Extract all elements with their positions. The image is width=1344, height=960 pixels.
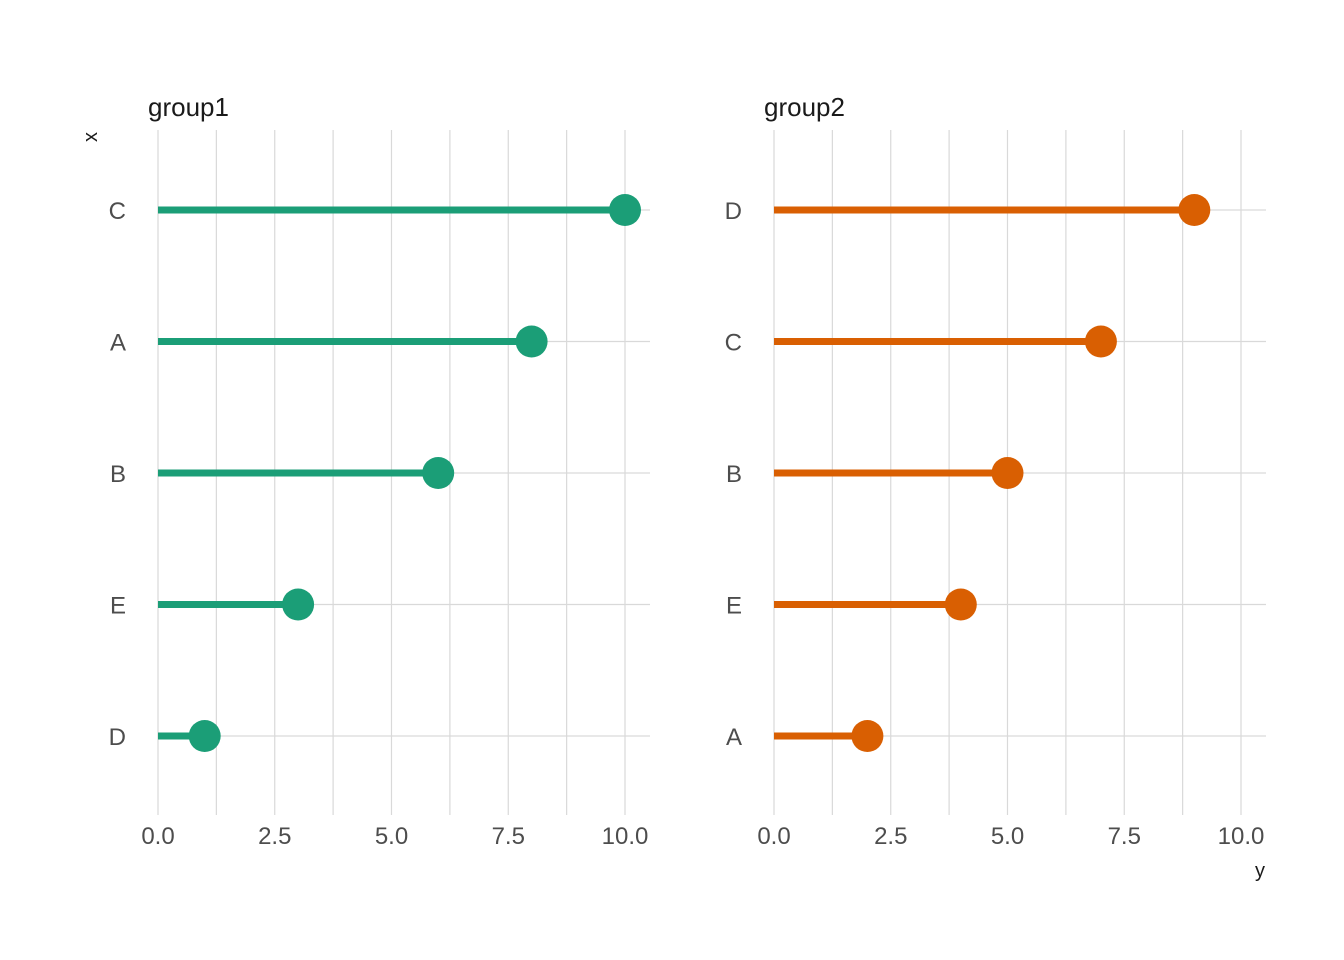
x-tick-label: 7.5 xyxy=(1108,823,1141,850)
lollipop-point xyxy=(188,720,221,752)
y-axis-title: x xyxy=(80,132,102,142)
lollipop-point xyxy=(851,720,884,752)
panel-group1: group1 C A B E D 0.0 2.5 5.0 7.5 10.0 xyxy=(109,92,650,850)
y-tick-label: B xyxy=(726,461,742,488)
y-tick-label: B xyxy=(110,461,126,488)
y-tick-label: C xyxy=(109,198,126,225)
y-tick-label: D xyxy=(725,198,742,225)
y-tick-label: E xyxy=(110,593,126,620)
x-tick-label: 10.0 xyxy=(602,823,649,850)
panel-group2: group2 D C B E A 0.0 2.5 5.0 7.5 10.0 xyxy=(725,92,1266,850)
y-tick-label: A xyxy=(726,724,742,751)
panel-title: group1 xyxy=(148,92,229,122)
x-tick-label: 0.0 xyxy=(757,823,790,850)
lollipop-point xyxy=(282,588,315,621)
lollipop-point xyxy=(422,457,455,489)
y-tick-label: D xyxy=(109,724,126,751)
x-axis-title: y xyxy=(1255,860,1265,882)
panel-title: group2 xyxy=(764,92,845,122)
x-tick-label: 7.5 xyxy=(492,823,525,850)
x-tick-label: 5.0 xyxy=(991,823,1024,850)
y-tick-label: A xyxy=(110,330,126,357)
x-tick-label: 10.0 xyxy=(1218,823,1265,850)
x-tick-label: 2.5 xyxy=(874,823,907,850)
lollipop-point xyxy=(515,325,548,358)
lollipop-point xyxy=(1178,194,1211,226)
x-tick-label: 0.0 xyxy=(141,823,174,850)
lollipop-point xyxy=(991,457,1024,489)
lollipop-point xyxy=(609,194,641,226)
x-tick-label: 5.0 xyxy=(375,823,408,850)
lollipop-point xyxy=(1084,325,1117,358)
lollipop-point xyxy=(944,588,977,621)
y-tick-label: C xyxy=(725,330,742,357)
x-tick-label: 2.5 xyxy=(258,823,291,850)
y-tick-label: E xyxy=(726,593,742,620)
